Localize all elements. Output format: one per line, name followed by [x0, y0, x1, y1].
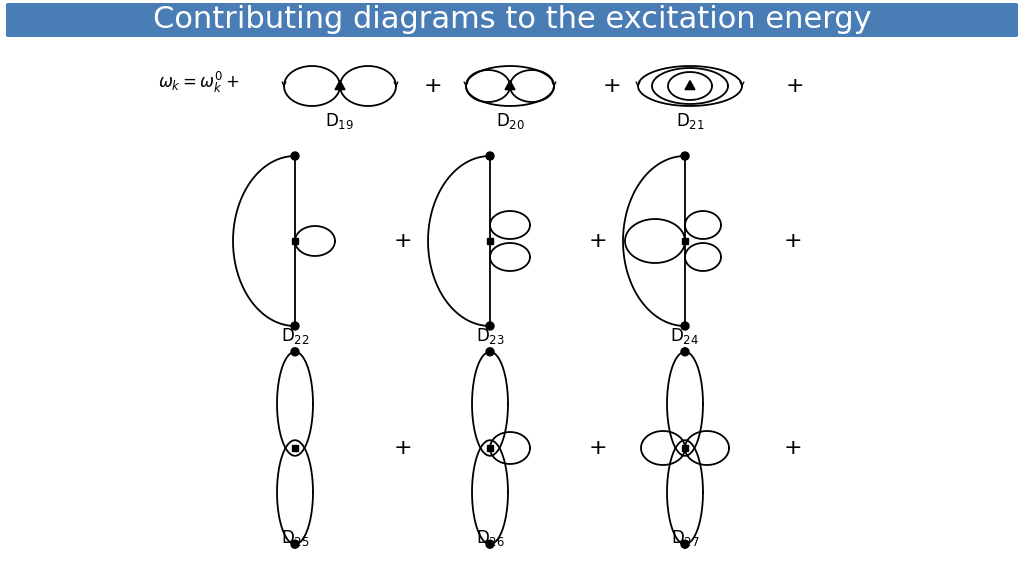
- Circle shape: [681, 152, 689, 160]
- Circle shape: [486, 348, 494, 356]
- Bar: [292, 445, 298, 451]
- Circle shape: [486, 152, 494, 160]
- Text: $\mathrm{D_{25}}$: $\mathrm{D_{25}}$: [281, 528, 309, 548]
- Circle shape: [681, 348, 689, 356]
- Circle shape: [486, 322, 494, 330]
- Text: Contributing diagrams to the excitation energy: Contributing diagrams to the excitation …: [153, 5, 871, 33]
- Text: $\mathrm{D_{19}}$: $\mathrm{D_{19}}$: [326, 111, 354, 131]
- Text: +: +: [783, 438, 803, 458]
- Bar: [682, 238, 688, 244]
- Bar: [682, 445, 688, 451]
- Text: +: +: [589, 231, 607, 251]
- Polygon shape: [685, 81, 695, 90]
- Text: +: +: [603, 76, 622, 96]
- Circle shape: [291, 322, 299, 330]
- Text: $\mathrm{D_{27}}$: $\mathrm{D_{27}}$: [671, 528, 699, 548]
- FancyBboxPatch shape: [6, 3, 1018, 37]
- Text: +: +: [393, 231, 413, 251]
- Text: +: +: [393, 438, 413, 458]
- Bar: [292, 238, 298, 244]
- Circle shape: [291, 152, 299, 160]
- Text: +: +: [589, 438, 607, 458]
- Text: $\mathrm{D_{22}}$: $\mathrm{D_{22}}$: [281, 326, 309, 346]
- Text: $\mathrm{D_{24}}$: $\mathrm{D_{24}}$: [671, 326, 699, 346]
- Text: $\mathrm{D_{20}}$: $\mathrm{D_{20}}$: [496, 111, 524, 131]
- Text: $\mathrm{D_{21}}$: $\mathrm{D_{21}}$: [676, 111, 705, 131]
- Circle shape: [681, 540, 689, 548]
- Polygon shape: [505, 81, 515, 90]
- Polygon shape: [335, 81, 345, 90]
- Text: $\omega_k = \omega_k^0 +$: $\omega_k = \omega_k^0 +$: [158, 70, 240, 94]
- Bar: [487, 238, 493, 244]
- Bar: [487, 445, 493, 451]
- Text: $\mathrm{D_{23}}$: $\mathrm{D_{23}}$: [475, 326, 505, 346]
- Circle shape: [291, 540, 299, 548]
- Text: +: +: [783, 231, 803, 251]
- Circle shape: [291, 348, 299, 356]
- Circle shape: [486, 540, 494, 548]
- Text: +: +: [785, 76, 804, 96]
- Text: +: +: [424, 76, 442, 96]
- Text: $\mathrm{D_{26}}$: $\mathrm{D_{26}}$: [475, 528, 505, 548]
- Circle shape: [681, 322, 689, 330]
